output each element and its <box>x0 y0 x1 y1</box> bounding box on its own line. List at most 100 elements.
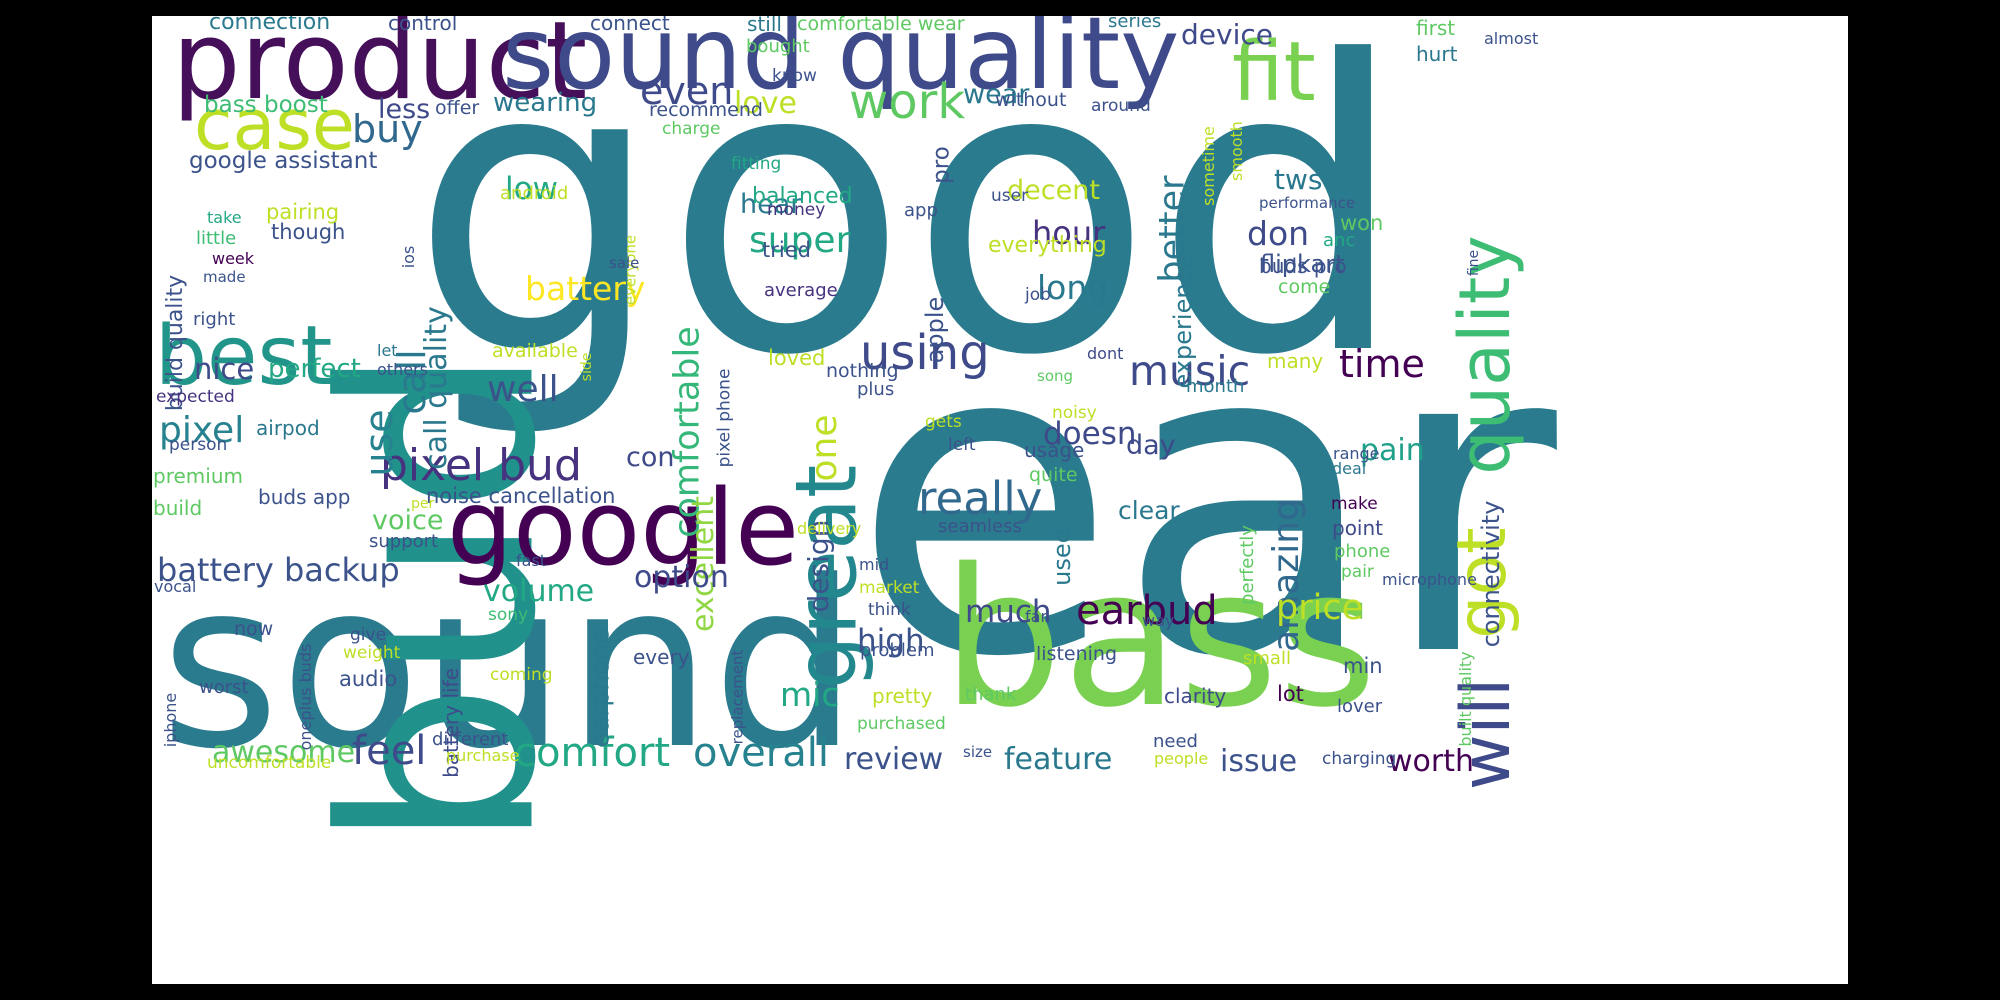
word-overall: overall <box>693 730 829 776</box>
word-pair: pair <box>1341 562 1374 582</box>
word-sale: sale <box>609 254 640 272</box>
word-buds-pro: buds pro <box>1259 254 1347 278</box>
word-super: super <box>749 220 851 261</box>
word-app: app <box>904 200 938 221</box>
word-market: market <box>859 578 920 598</box>
word-device: device <box>1181 18 1273 51</box>
word-case: case <box>194 84 355 166</box>
word-time: time <box>1339 342 1425 386</box>
word-clarity: clarity <box>1164 684 1227 708</box>
word-long: long <box>1037 268 1109 307</box>
word-left: left <box>948 435 976 455</box>
word-wearing: wearing <box>493 88 598 118</box>
word-still: still <box>747 16 782 36</box>
word-used: used <box>1048 527 1077 586</box>
word-airpod: airpod <box>256 416 320 440</box>
word-comfort: comfort <box>514 730 671 776</box>
word-clear: clear <box>1118 496 1180 525</box>
word-small: small <box>1243 648 1291 669</box>
word-first: first <box>1416 16 1456 40</box>
word-job: job <box>1025 285 1051 305</box>
word-available: available <box>492 340 578 362</box>
word-many: many <box>1267 349 1324 373</box>
word-every: every <box>633 645 690 669</box>
word-bought: bought <box>746 36 810 57</box>
word-per: per <box>411 496 435 512</box>
word-microphone: microphone <box>1382 570 1477 589</box>
word-connection: connection <box>209 16 331 35</box>
word-connectivity: connectivity <box>1477 500 1506 648</box>
word-decent: decent <box>1007 175 1100 206</box>
word-point: point <box>1332 516 1384 540</box>
word-ios: ios <box>398 246 418 269</box>
word-fit: fit <box>1232 25 1316 120</box>
word-fitting: fitting <box>731 154 782 174</box>
word-person: person <box>169 435 228 455</box>
word-average: average <box>764 280 838 301</box>
word-way: way <box>1142 611 1175 630</box>
word-iphone: iphone <box>160 692 180 748</box>
word-take: take <box>207 208 242 227</box>
word-day: day <box>1126 430 1176 461</box>
word-usage: usage <box>1024 438 1085 462</box>
word-feel: feel <box>352 728 427 774</box>
word-uncomfortable: uncomfortable <box>207 753 332 773</box>
word-make: make <box>1331 494 1378 514</box>
word-lot: lot <box>1277 682 1304 706</box>
word-won: won <box>1340 211 1384 235</box>
word-earphone: earphone <box>585 628 615 748</box>
word-balanced: balanced <box>752 184 853 209</box>
word-far: far <box>1025 607 1048 626</box>
word-come: come <box>1278 276 1331 298</box>
word-right: right <box>193 309 236 330</box>
word-plus: plus <box>857 379 895 400</box>
word-coming: coming <box>490 665 553 685</box>
word-pain: pain <box>1360 433 1425 468</box>
word-sound-quality: sound quality <box>502 16 1180 112</box>
word-voice: voice <box>372 505 444 536</box>
word-purchase: purchase <box>446 746 520 765</box>
word-deal: deal <box>1332 459 1367 478</box>
word-expected: expected <box>156 387 235 407</box>
word-give: give <box>350 625 387 645</box>
word-less: less <box>378 94 431 125</box>
word-battery-backup: battery backup <box>157 551 400 589</box>
word-flipkart: flipkart <box>1260 250 1345 278</box>
word-noisy: noisy <box>1052 403 1097 423</box>
word-tried: tried <box>762 238 811 262</box>
word-loved: loved <box>768 346 826 370</box>
word-buy: buy <box>352 107 423 151</box>
word-work: work <box>849 74 966 130</box>
word-phone: phone <box>1334 541 1391 562</box>
word-fast: fast <box>516 551 547 570</box>
word-using: using <box>860 325 990 381</box>
word-one: one <box>803 414 845 482</box>
word-sony: sony <box>488 605 529 625</box>
word-much: much <box>965 594 1052 630</box>
word-pixel-bud: pixel bud <box>380 440 582 491</box>
word-pixel-phone: pixel phone <box>714 368 735 468</box>
word-comfortable-wear: comfortable wear <box>797 16 965 35</box>
word-oneplus-buds: oneplus buds <box>295 643 315 750</box>
word-little: little <box>196 228 237 249</box>
word-charging: charging <box>1322 749 1397 769</box>
word-high: high <box>857 623 925 659</box>
word-pairing: pairing <box>266 200 340 224</box>
word-nothing: nothing <box>826 360 899 382</box>
word-volume: volume <box>483 574 595 609</box>
word-perfectly: perfectly <box>1236 524 1258 605</box>
word-min: min <box>1343 654 1383 678</box>
word-smooth: smooth <box>1226 120 1246 181</box>
word-quality: quality <box>1443 235 1526 475</box>
word-worst: worst <box>199 677 249 698</box>
word-hour: hour <box>1032 214 1106 252</box>
word-listening: listening <box>1036 643 1118 665</box>
word-range: range <box>1333 444 1380 463</box>
word-love: love <box>734 86 797 121</box>
word-vocal: vocal <box>154 577 197 596</box>
word-con: con <box>626 442 675 473</box>
word-low: low <box>505 171 558 207</box>
word-performance: performance <box>1259 194 1356 212</box>
word-price: price <box>1276 588 1364 628</box>
word-buds-app: buds app <box>258 485 351 509</box>
